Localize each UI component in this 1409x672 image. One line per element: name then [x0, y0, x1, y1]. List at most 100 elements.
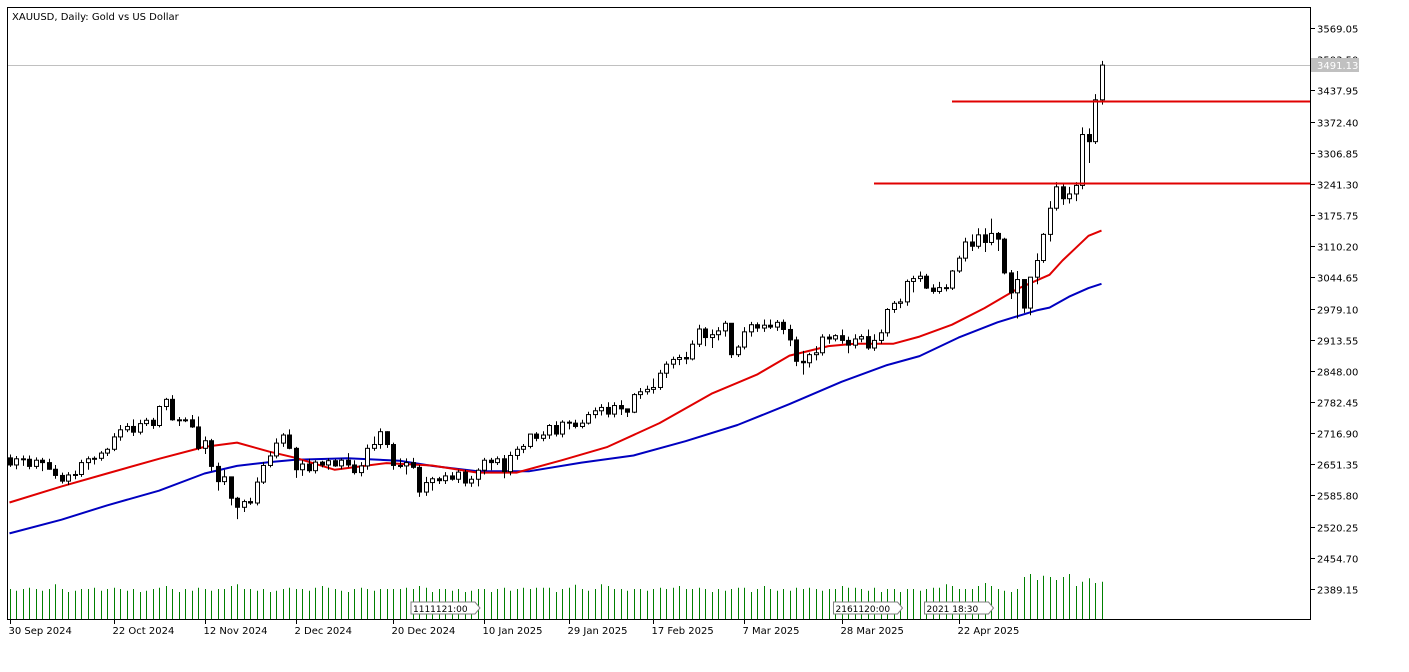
y-tick-label: 3175.75 — [1317, 212, 1358, 223]
x-axis: 30 Sep 2024 22 Oct 2024 12 Nov 2024 2 Dec 2… — [9, 619, 1019, 637]
y-tick-label: 2520.25 — [1317, 524, 1358, 535]
x-tick-label: 10 Jan 2025 — [483, 626, 543, 637]
candle-body — [1074, 184, 1079, 195]
candle-body — [736, 346, 741, 356]
candle-body — [905, 280, 910, 303]
candle-body — [814, 352, 819, 356]
candle-body — [190, 419, 195, 428]
candle-body — [807, 354, 812, 364]
candle-body — [853, 338, 858, 346]
candle-body — [385, 431, 390, 446]
y-tick-label: 2848.00 — [1317, 368, 1358, 379]
chart-title: XAUUSD, Daily: Gold vs US Dollar — [12, 12, 180, 23]
y-tick-label: 2454.70 — [1317, 555, 1358, 566]
candle-body — [911, 278, 916, 282]
candle-body — [580, 422, 585, 427]
candle-body — [872, 339, 877, 349]
candle-body — [924, 275, 929, 289]
candle-body — [47, 462, 52, 470]
candle-body — [40, 459, 45, 464]
candle-body — [632, 394, 637, 413]
candle-body — [261, 464, 266, 483]
candle-body — [398, 464, 403, 467]
candle-body — [313, 461, 318, 472]
event-flag-text: 2161120:00 — [836, 605, 891, 615]
candle-body — [697, 328, 702, 345]
candle-body — [638, 391, 643, 396]
event-flag-shape — [833, 601, 904, 615]
y-tick-label: 2782.45 — [1317, 399, 1358, 410]
candle-body — [573, 422, 578, 427]
event-flags: 1111121:00 2161120:00 2021 18:30 — [410, 601, 995, 615]
candle-body — [326, 460, 331, 466]
candle-body — [690, 343, 695, 360]
candle-body — [229, 476, 234, 499]
candle-body — [931, 287, 936, 292]
event-flag-text: 1111121:00 — [413, 605, 468, 615]
candle-body — [515, 448, 520, 456]
x-tick-label: 17 Feb 2025 — [652, 626, 714, 637]
candle-body — [586, 414, 591, 424]
candle-body — [963, 241, 968, 259]
candle-body — [651, 386, 656, 390]
candle-body — [378, 431, 383, 446]
candle-body — [307, 463, 312, 472]
y-tick-label: 3241.30 — [1317, 181, 1358, 192]
candle-body — [684, 357, 689, 360]
x-tick-label: 12 Nov 2024 — [204, 626, 268, 637]
candle-body — [534, 433, 539, 439]
candle-body — [677, 357, 682, 360]
candle-body — [664, 363, 669, 374]
candle-body — [216, 465, 221, 483]
candle-body — [118, 429, 123, 438]
x-tick-label: 7 Mar 2025 — [743, 626, 800, 637]
candle-body — [976, 234, 981, 247]
candle-body — [892, 302, 897, 310]
event-flag: 1111121:00 — [410, 601, 481, 615]
y-tick-label: 2389.15 — [1317, 586, 1358, 597]
candle-body — [749, 324, 754, 333]
candle-body — [859, 336, 864, 340]
candle-body — [528, 433, 533, 447]
candle-body — [742, 331, 747, 348]
candle-body — [333, 460, 338, 467]
candle-body — [8, 457, 13, 466]
candle-body — [762, 324, 767, 329]
candle-body — [183, 419, 188, 422]
candle-body — [755, 324, 760, 329]
candle-body — [846, 339, 851, 346]
candle-body — [645, 388, 650, 393]
candle-body — [781, 321, 786, 330]
candle-body — [281, 434, 286, 444]
candle-body — [671, 358, 676, 365]
candle-body — [1048, 207, 1053, 235]
candle-body — [1015, 279, 1020, 294]
candle-body — [866, 336, 871, 349]
candle-body — [170, 398, 175, 421]
candle-body — [196, 426, 201, 449]
candle-body — [1087, 134, 1092, 143]
candle-body — [1022, 279, 1027, 309]
event-flag-text: 2021 18:30 — [927, 605, 979, 615]
candle-body — [144, 419, 149, 425]
candle-body — [898, 301, 903, 304]
candle-body — [716, 330, 721, 336]
y-tick-label: 3306.85 — [1317, 150, 1358, 161]
candle-body — [424, 482, 429, 493]
candle-body — [879, 332, 884, 341]
candle-body — [53, 468, 58, 476]
candle-body — [177, 419, 182, 422]
candle-body — [404, 462, 409, 467]
candle-body — [840, 335, 845, 341]
candle-body — [86, 458, 91, 464]
current-price-label: 3491.13 — [1317, 61, 1358, 72]
candle-body — [352, 464, 357, 474]
candle-body — [476, 469, 481, 480]
candle-body — [320, 461, 325, 466]
candle-body — [729, 322, 734, 356]
candle-body — [365, 447, 370, 467]
candle-body — [658, 372, 663, 388]
candle-body — [1061, 186, 1066, 200]
